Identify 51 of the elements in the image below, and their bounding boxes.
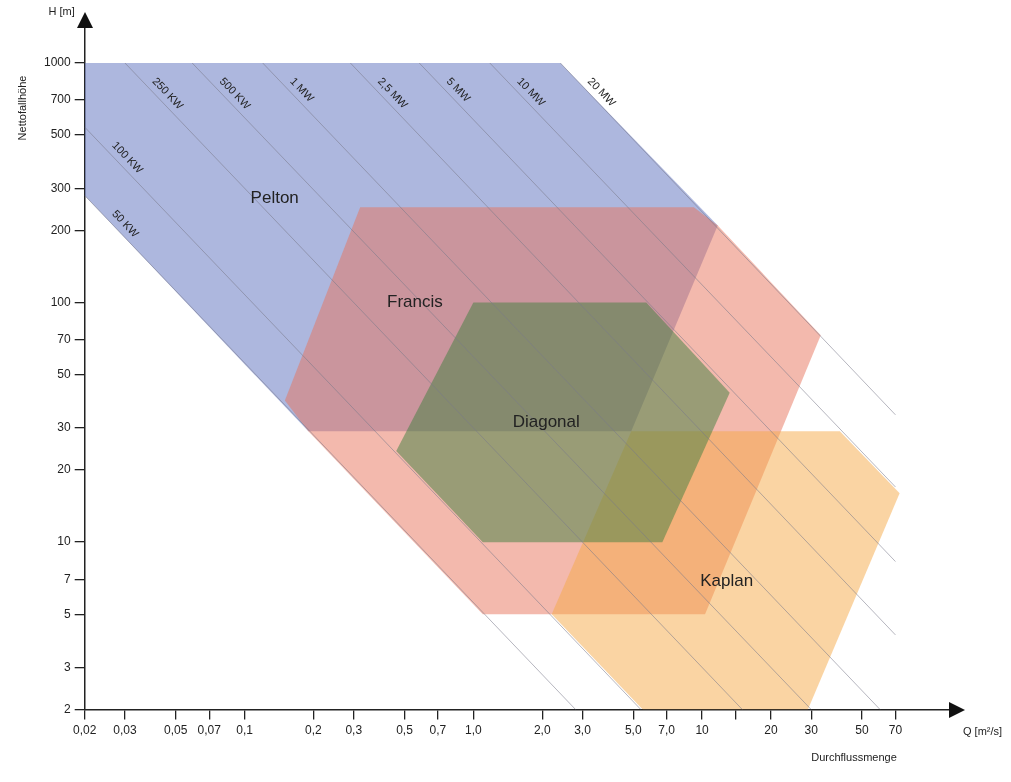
x-tick-label: 0,07: [197, 723, 222, 738]
x-tick-label: 0,05: [164, 723, 188, 738]
y-tick-label: 5: [64, 606, 72, 621]
text: Durchflussmenge: [811, 750, 897, 763]
x-tick-label: 5,0: [624, 723, 642, 738]
x-tick-label: 0,3: [345, 723, 363, 738]
series-label: Francis: [387, 291, 443, 311]
y-tick-label: 30: [57, 420, 72, 435]
x-tick-label: 10: [695, 723, 710, 738]
y-axis-title: H [m]: [48, 5, 75, 18]
y-tick-label: 3: [64, 659, 72, 674]
y-tick-label: 20: [57, 462, 72, 477]
x-tick-label: 0,1: [236, 723, 254, 738]
x-tick-label: 0,03: [113, 723, 137, 738]
series-label: Kaplan: [700, 571, 754, 591]
x-tick-label: 0,02: [73, 723, 97, 738]
y-tick-label: 500: [50, 127, 72, 142]
x-tick-label: 7,0: [658, 723, 676, 738]
y-tick-label: 200: [50, 222, 72, 237]
x-tick-label: 0,5: [396, 723, 414, 738]
text: 50 KW: [110, 207, 142, 240]
text: Nettofallhöhe: [15, 75, 28, 141]
x-tick-label: 2,0: [533, 723, 551, 738]
x-tick-label: 0,7: [429, 723, 447, 738]
y-tick-label: 50: [57, 367, 72, 382]
y-tick-label: 100: [50, 294, 72, 309]
x-tick-label: 3,0: [574, 723, 592, 738]
y-tick-label: 300: [50, 180, 72, 195]
text: 1 MW: [288, 74, 317, 105]
y-tick-label: 70: [57, 332, 72, 346]
x-axis-title: Q [m²/s]: [963, 724, 1003, 737]
y-tick-label: 7: [64, 571, 72, 586]
y-tick-label: 1000: [43, 55, 72, 70]
y-tick-label: 2: [64, 701, 72, 716]
x-tick-label: 30: [804, 723, 819, 738]
y-tick-label: 700: [50, 92, 72, 107]
text: 500 KW: [217, 74, 254, 112]
text: 20 MW: [585, 74, 619, 109]
text: 100 KW: [110, 138, 147, 176]
series-label: Pelton: [250, 187, 299, 207]
y-tick-label: 10: [57, 534, 72, 549]
text: 2,5 MW: [375, 74, 411, 111]
x-tick-label: 1,0: [465, 723, 483, 738]
series-label: Diagonal: [512, 412, 580, 432]
x-tick-label: 0,2: [305, 723, 323, 738]
x-tick-label: 50: [855, 723, 870, 738]
text: 250 KW: [150, 74, 187, 112]
x-tick-label: 70: [888, 723, 903, 738]
text: 5 MW: [444, 74, 474, 105]
x-tick-label: 20: [764, 723, 778, 738]
text: 10 MW: [515, 74, 549, 109]
